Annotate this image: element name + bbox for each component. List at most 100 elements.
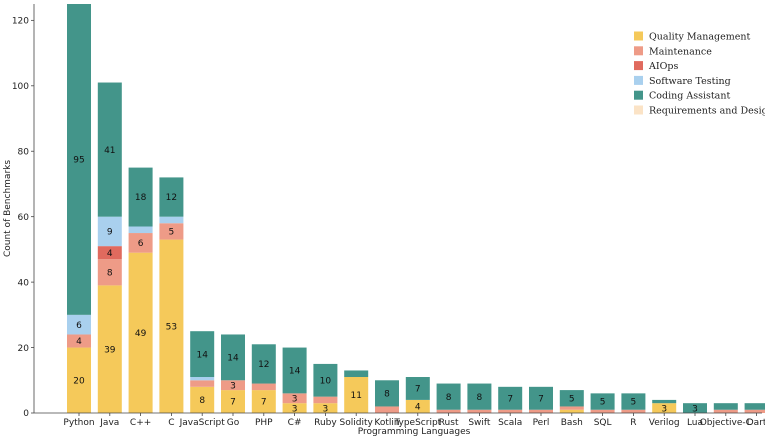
data-label: 14 bbox=[196, 350, 208, 360]
data-label: 3 bbox=[692, 404, 698, 414]
bar-segment bbox=[67, 347, 91, 413]
bar-segment bbox=[529, 409, 553, 413]
bar-segment bbox=[251, 390, 276, 413]
x-tick-label: Bash bbox=[561, 418, 583, 428]
bar-segment bbox=[190, 331, 215, 378]
data-label: 5 bbox=[600, 398, 606, 408]
bar-segment bbox=[621, 393, 646, 410]
bar-segment bbox=[313, 396, 338, 404]
data-label: 8 bbox=[446, 393, 452, 403]
bar-segment bbox=[375, 406, 399, 413]
bar-segment bbox=[405, 399, 430, 413]
bar-segment bbox=[344, 370, 369, 378]
legend-label: Quality Management bbox=[649, 32, 750, 43]
bar-segment bbox=[190, 380, 215, 387]
legend-swatch bbox=[634, 61, 643, 71]
data-label: 7 bbox=[538, 394, 544, 404]
bar-segment bbox=[97, 216, 122, 247]
bar-segment bbox=[436, 383, 461, 410]
x-axis-title: Programming Languages bbox=[358, 427, 471, 437]
bar-segment bbox=[251, 383, 276, 391]
bar-segment bbox=[67, 334, 91, 348]
y-tick-label: 60 bbox=[18, 213, 30, 223]
legend-swatch bbox=[634, 75, 643, 85]
data-label: 41 bbox=[104, 146, 115, 156]
bar-segment bbox=[128, 233, 153, 253]
y-tick-label: 80 bbox=[18, 147, 30, 157]
data-label: 18 bbox=[135, 193, 147, 203]
bar-segment bbox=[282, 403, 307, 413]
bar-segment bbox=[190, 386, 215, 413]
data-label: 39 bbox=[104, 345, 116, 355]
bar-segment bbox=[128, 252, 153, 413]
legend-label: Coding Assistant bbox=[649, 91, 730, 102]
legend-swatch bbox=[634, 90, 643, 100]
data-label: 3 bbox=[292, 394, 298, 404]
data-label: 4 bbox=[415, 403, 421, 413]
data-label: 49 bbox=[135, 329, 147, 339]
x-tick-label: Kotlin bbox=[374, 418, 399, 428]
data-label: 3 bbox=[292, 404, 298, 414]
bar-segment bbox=[159, 223, 184, 240]
data-label: 8 bbox=[477, 393, 483, 403]
bar-segment bbox=[67, 314, 91, 335]
x-tick-label: JavaScript bbox=[179, 418, 226, 428]
x-tick-label: R bbox=[630, 418, 636, 428]
bar-segment bbox=[313, 403, 338, 413]
bar-segment bbox=[467, 409, 492, 413]
data-label: 95 bbox=[73, 156, 84, 166]
bar-segment bbox=[97, 259, 122, 286]
data-label: 7 bbox=[507, 394, 513, 404]
data-label: 12 bbox=[258, 360, 269, 370]
bar-segment bbox=[683, 403, 707, 413]
bar-segment bbox=[159, 216, 184, 224]
data-label: 8 bbox=[199, 396, 205, 406]
bar-segment bbox=[282, 347, 307, 394]
data-label: 3 bbox=[323, 404, 329, 414]
bar-segment bbox=[221, 390, 245, 413]
data-label: 7 bbox=[230, 398, 236, 408]
data-label: 53 bbox=[166, 322, 177, 332]
bar-segment bbox=[590, 393, 615, 410]
x-tick-label: Python bbox=[63, 418, 94, 428]
x-tick-label: PHP bbox=[255, 418, 273, 428]
bar-segment bbox=[744, 409, 765, 413]
legend-label: AIOps bbox=[648, 61, 678, 72]
legend-label: Maintenance bbox=[649, 46, 712, 57]
legend-label: Software Testing bbox=[649, 76, 731, 87]
legend-swatch bbox=[634, 105, 643, 115]
bar-segment bbox=[744, 403, 765, 410]
bar-segment bbox=[405, 377, 430, 400]
y-tick-label: 100 bbox=[12, 82, 29, 92]
bar-segment bbox=[190, 377, 215, 381]
bar-segment bbox=[159, 239, 184, 413]
x-tick-label: SQL bbox=[594, 418, 612, 428]
data-label: 5 bbox=[169, 228, 175, 238]
bar-segment bbox=[436, 409, 461, 413]
bar-segment bbox=[97, 285, 122, 413]
data-label: 4 bbox=[107, 249, 113, 259]
bar-segment bbox=[282, 393, 307, 404]
bar-segment bbox=[467, 383, 492, 410]
data-label: 14 bbox=[227, 354, 239, 364]
x-tick-label: Rust bbox=[439, 418, 459, 428]
x-tick-label: Scala bbox=[498, 418, 522, 428]
x-tick-label: Verilog bbox=[649, 418, 680, 428]
x-tick-label: Solidity bbox=[340, 418, 374, 428]
data-label: 4 bbox=[76, 337, 82, 347]
data-label: 14 bbox=[289, 367, 301, 377]
bar-segment bbox=[590, 409, 615, 413]
x-tick-label: Perl bbox=[533, 418, 550, 428]
y-tick-label: 40 bbox=[18, 278, 30, 288]
x-tick-label: C++ bbox=[130, 418, 151, 428]
bar-segment bbox=[97, 246, 122, 260]
bar-segment bbox=[498, 386, 523, 410]
x-tick-label: Java bbox=[99, 418, 119, 428]
bar-segment bbox=[498, 409, 523, 413]
data-label: 6 bbox=[76, 321, 82, 331]
x-tick-label: Go bbox=[227, 418, 240, 428]
data-label: 5 bbox=[631, 398, 637, 408]
x-tick-label: Lua bbox=[687, 418, 703, 428]
legend-swatch bbox=[634, 31, 643, 41]
